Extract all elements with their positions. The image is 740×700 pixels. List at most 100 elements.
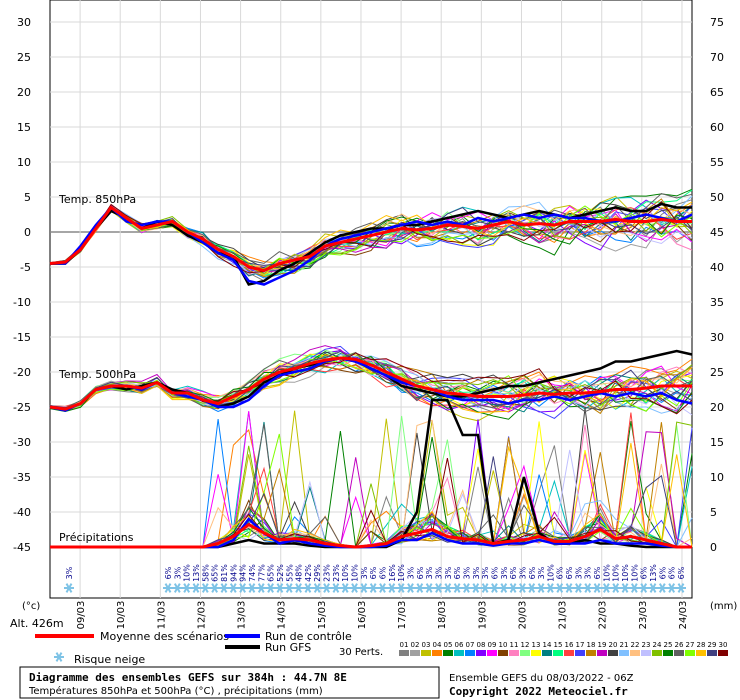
snowflake-icon xyxy=(302,583,313,593)
snowflake-arm xyxy=(379,583,386,593)
legend-pert-swatch xyxy=(465,650,475,656)
snowflake-icon xyxy=(181,583,192,593)
legend-pert-number: 26 xyxy=(675,641,684,649)
snowflake-arm xyxy=(304,583,312,593)
snow-risk-label: 13% xyxy=(649,564,658,582)
snowflake-icon xyxy=(480,583,491,593)
legend-pert-swatch xyxy=(718,650,728,656)
legend-pert-number: 08 xyxy=(477,641,486,649)
snow-risk-label: 6% xyxy=(658,566,667,579)
snow-risk-label: 10% xyxy=(351,564,360,582)
snowflake-icon xyxy=(405,583,416,593)
legend-label-gfs: Run GFS xyxy=(265,641,311,654)
right-tick-label: 45 xyxy=(710,226,724,239)
snowflake-icon xyxy=(377,583,388,593)
snowflake-icon xyxy=(349,583,360,593)
legend-pert-swatch xyxy=(531,650,541,656)
snowflake-icon xyxy=(582,583,593,593)
legend-pert-number: 19 xyxy=(598,641,607,649)
left-tick-label: -45 xyxy=(13,541,31,554)
snowflake-icon xyxy=(256,583,267,593)
snow-risk-label: 65% xyxy=(211,564,220,582)
snow-risk-label: 6% xyxy=(556,566,565,579)
snowflake-icon xyxy=(498,583,509,593)
legend-pert-number: 14 xyxy=(543,641,552,649)
legend-pert-number: 10 xyxy=(499,641,508,649)
snowflake-arm xyxy=(668,583,676,593)
legend-pert-number: 13 xyxy=(532,641,541,649)
snowflake-arm xyxy=(453,583,461,593)
legend-pert-swatch xyxy=(641,650,651,656)
right-tick-label: 0 xyxy=(710,541,717,554)
date-tick-label: 16/03 xyxy=(357,601,368,630)
legend-pert-swatch xyxy=(553,650,563,656)
snowflake-arm xyxy=(369,583,377,593)
snow-risk-label: 52% xyxy=(276,564,285,582)
snowflake-icon xyxy=(470,583,481,593)
snow-risk-label: 3% xyxy=(444,566,453,579)
legend-pert-number: 16 xyxy=(565,641,574,649)
label-t500: Temp. 500hPa xyxy=(58,368,136,381)
snowflake-arm xyxy=(584,583,592,593)
snow-risk-label: 48% xyxy=(295,564,304,582)
snowflake-icon xyxy=(545,583,556,593)
title-box xyxy=(19,666,440,699)
pert-t850-line xyxy=(49,204,693,277)
legend-label-mean: Moyenne des scénarios xyxy=(100,630,229,643)
snowflake-icon xyxy=(54,652,64,662)
left-tick-label: -15 xyxy=(13,331,31,344)
snowflake-icon xyxy=(620,583,631,593)
legend-pert-swatch xyxy=(652,650,662,656)
snowflake-arm xyxy=(192,583,200,593)
legend-pert-swatch xyxy=(685,650,695,656)
snowflake-icon xyxy=(414,583,425,593)
legend-pert-swatch xyxy=(575,650,585,656)
snowflake-icon xyxy=(312,583,323,593)
legend-pert-number: 04 xyxy=(433,641,442,649)
snowflake-arm xyxy=(500,583,508,593)
date-tick-label: 15/03 xyxy=(317,601,328,630)
snow-risk-label: 6% xyxy=(528,566,537,579)
snowflake-arm xyxy=(528,583,536,593)
right-axis-unit: (mm) xyxy=(710,601,737,612)
left-tick-label: 15 xyxy=(17,121,31,134)
legend-pert-number: 06 xyxy=(455,641,464,649)
snowflake-arm xyxy=(463,583,470,593)
snowflake-arm xyxy=(332,583,340,593)
label-precip: Précipitations xyxy=(59,531,134,544)
snowflake-arm xyxy=(593,583,601,593)
right-tick-label: 30 xyxy=(710,331,724,344)
altitude-label: Alt. 426m xyxy=(10,617,64,630)
snowflake-arm xyxy=(211,583,219,593)
legend-pert-swatch xyxy=(542,650,552,656)
legend-pert-swatch xyxy=(443,650,453,656)
snow-risk-label: 10% xyxy=(602,564,611,582)
snowflake-icon xyxy=(293,583,304,593)
snowflake-arm xyxy=(397,583,405,593)
snowflake-icon xyxy=(172,583,183,593)
right-tick-label: 10 xyxy=(710,471,724,484)
snowflake-arm xyxy=(65,583,73,593)
snow-risk-label: 10% xyxy=(397,564,406,582)
snowflake-arm xyxy=(509,583,517,593)
legend-pert-number: 01 xyxy=(400,641,409,649)
legend-pert-number: 07 xyxy=(466,641,475,649)
legend-label-snow: Risque neige xyxy=(74,653,145,666)
snowflake-icon xyxy=(321,583,332,593)
snowflake-icon xyxy=(676,583,686,593)
legend-pert-swatch xyxy=(663,650,673,656)
snow-risk-label: 6% xyxy=(593,566,602,579)
snowflake-icon xyxy=(536,583,547,593)
right-tick-label: 70 xyxy=(710,51,724,64)
snow-risk-label: 10% xyxy=(546,564,555,582)
date-tick-label: 21/03 xyxy=(558,601,569,630)
snow-risk-label: 65% xyxy=(267,564,276,582)
snowflake-arm xyxy=(658,583,666,593)
snowflake-arm xyxy=(603,583,610,593)
left-axis-unit: (°c) xyxy=(22,601,40,612)
snow-risk-label: 6% xyxy=(164,566,173,579)
series-t500-line xyxy=(49,356,692,411)
snowflake-arm xyxy=(267,583,274,593)
snow-risk-label: 55% xyxy=(285,564,294,582)
snow-risk-label: 10% xyxy=(630,564,639,582)
